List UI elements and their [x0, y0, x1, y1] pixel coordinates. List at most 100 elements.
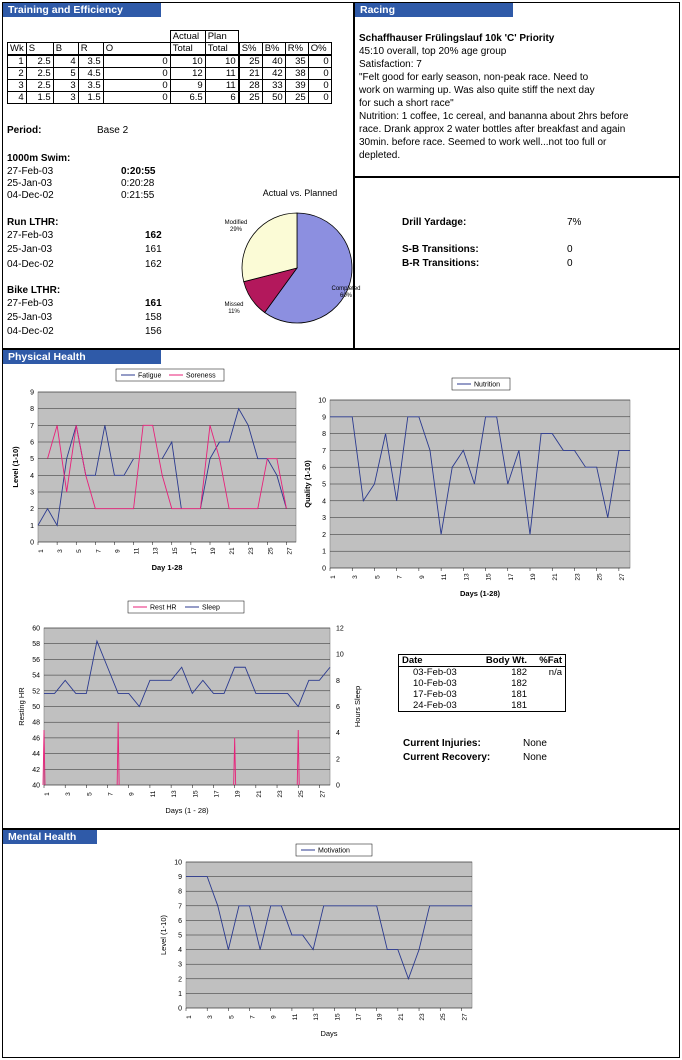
- y-tick-label: 7: [30, 423, 34, 430]
- x-axis-label: Days (1 - 28): [165, 806, 209, 815]
- series-spike-rest-hr: [296, 730, 300, 786]
- x-tick-label: 15: [334, 1013, 341, 1021]
- series-line-fatigue: [161, 440, 182, 509]
- racing-section: Racing Schaffhauser Frülingslauf 10k 'C'…: [354, 2, 680, 178]
- race-name: Schaffhauser Frülingslauf 10k 'C' Priori…: [359, 33, 555, 44]
- training-cell: 1.5: [25, 91, 54, 104]
- y-tick-label: 7: [322, 448, 326, 455]
- x-tick-label: 13: [313, 1013, 320, 1021]
- plot-area: [37, 391, 297, 543]
- x-tick-label: 9: [419, 575, 426, 579]
- y-tick-label: 40: [32, 783, 40, 790]
- x-tick-label: 25: [298, 790, 305, 798]
- pie-label-modified: Modified 29%: [225, 220, 248, 233]
- x-tick-label: 1: [330, 575, 337, 579]
- bw-header-date: Date: [402, 655, 423, 666]
- training-cell: 4.5: [77, 67, 104, 80]
- training-cell: 0: [102, 67, 171, 80]
- body-weight-table: Date Body Wt. %Fat 03-Feb-03 182 n/a 10-Fe…: [398, 654, 566, 712]
- run-date-2: 25-Jan-03: [7, 244, 53, 255]
- pie-slice-modified: [241, 212, 298, 283]
- x-tick-label: 25: [440, 1013, 447, 1021]
- br-transitions-label: B-R Transitions:: [402, 258, 480, 269]
- col-o-pct: O%: [307, 42, 332, 56]
- training-cell: 9: [169, 79, 206, 92]
- pie-label-completed: Completed 60%: [331, 286, 360, 299]
- training-cell: 10: [169, 54, 206, 68]
- pie-title: Actual vs. Planned: [263, 188, 338, 198]
- training-cell: 2: [7, 67, 27, 80]
- training-cell: 0: [307, 67, 332, 80]
- y-tick-label: 10: [174, 860, 182, 867]
- training-cell: 25: [284, 91, 309, 104]
- x-tick-label: 11: [150, 790, 157, 797]
- training-cell: 42: [261, 67, 286, 80]
- training-cell: 4: [52, 54, 79, 68]
- x-tick-label: 17: [508, 573, 515, 581]
- current-recovery-label: Current Recovery:: [403, 752, 491, 763]
- y-axis-label: Resting HR: [17, 687, 26, 726]
- y-tick-label: 8: [178, 889, 182, 896]
- y-tick-label: 6: [322, 465, 326, 472]
- bw-weight-1: 182: [511, 667, 528, 678]
- y-tick-label: 3: [30, 490, 34, 497]
- x-tick-label: 1: [44, 792, 51, 796]
- bw-weight-3: 181: [511, 689, 528, 700]
- y-tick-label: 2: [322, 532, 326, 539]
- swim-time-3: 0:21:55: [121, 190, 155, 201]
- y-tick-label: 1: [178, 991, 182, 998]
- col-s: S: [25, 42, 54, 56]
- x-tick-label: 9: [114, 549, 121, 553]
- race-quote-line-3: for such a short race": [359, 98, 454, 109]
- x-tick-label: 11: [134, 547, 141, 554]
- plan-total-header-bottom: Total: [204, 42, 240, 56]
- race-nutrition-line-4: depleted.: [359, 150, 401, 161]
- training-cell: 6.5: [169, 91, 206, 104]
- race-quote-line-2: work on warming up. Was also quite stiff…: [359, 85, 595, 96]
- run-value-2: 161: [145, 244, 162, 255]
- period-value: Base 2: [97, 125, 129, 136]
- y-tick-label: 3: [322, 515, 326, 522]
- y-tick-label: 1: [322, 549, 326, 556]
- training-row: 4 1.5 3 1.5 0 6.5 6 25 50 25 0: [7, 91, 332, 104]
- y-tick-label: 2: [30, 506, 34, 513]
- x-tick-label: 3: [57, 549, 64, 553]
- x-axis-label: Day 1-28: [152, 563, 183, 572]
- legend-label-nutrition: Nutrition: [474, 382, 500, 389]
- training-cell: 33: [261, 79, 286, 92]
- y-tick-label: 4: [30, 473, 34, 480]
- training-cell: 21: [237, 67, 263, 80]
- y-tick-label: 2: [178, 976, 182, 983]
- y2-tick-label: 2: [336, 756, 340, 763]
- sb-transitions-value: 0: [567, 244, 573, 255]
- current-recovery-value: None: [523, 752, 547, 763]
- x-tick-label: 7: [397, 575, 404, 579]
- x-tick-label: 5: [76, 549, 83, 553]
- training-cell: 3: [52, 91, 79, 104]
- training-cell: 0: [102, 54, 171, 68]
- training-cell: 3.5: [77, 79, 104, 92]
- run-value-1: 162: [145, 230, 162, 241]
- training-header: Training and Efficiency: [3, 3, 161, 17]
- y-tick-label: 46: [32, 735, 40, 742]
- y2-tick-label: 10: [336, 652, 344, 659]
- series-spike-rest-hr: [42, 730, 46, 786]
- race-quote-line-1: "Felt good for early season, non-peak ra…: [359, 72, 589, 83]
- legend-box: [295, 843, 373, 857]
- legend-label-fatigue: Fatigue: [138, 373, 161, 380]
- x-tick-label: 21: [398, 1013, 405, 1021]
- run-value-3: 162: [145, 259, 162, 270]
- training-cell: 11: [204, 67, 240, 80]
- y-tick-label: 4: [322, 498, 326, 505]
- x-tick-label: 5: [374, 575, 381, 579]
- y-tick-label: 0: [322, 566, 326, 573]
- y-tick-label: 48: [32, 720, 40, 727]
- physical-header: Physical Health: [3, 350, 161, 364]
- x-tick-label: 21: [552, 573, 559, 581]
- x-tick-label: 27: [619, 573, 626, 581]
- training-cell: 40: [261, 54, 286, 68]
- training-cell: 3.5: [77, 54, 104, 68]
- bw-header-weight: Body Wt.: [485, 655, 528, 666]
- legend-label-soreness: Soreness: [186, 373, 216, 380]
